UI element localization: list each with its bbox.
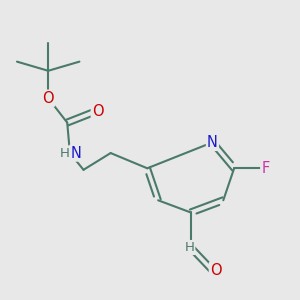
Text: O: O [210,263,221,278]
Text: H: H [184,241,194,254]
Text: N: N [207,135,218,150]
Text: H: H [60,146,70,160]
Text: O: O [42,91,54,106]
Text: F: F [261,161,269,176]
Text: O: O [92,104,103,119]
Text: N: N [70,146,81,160]
